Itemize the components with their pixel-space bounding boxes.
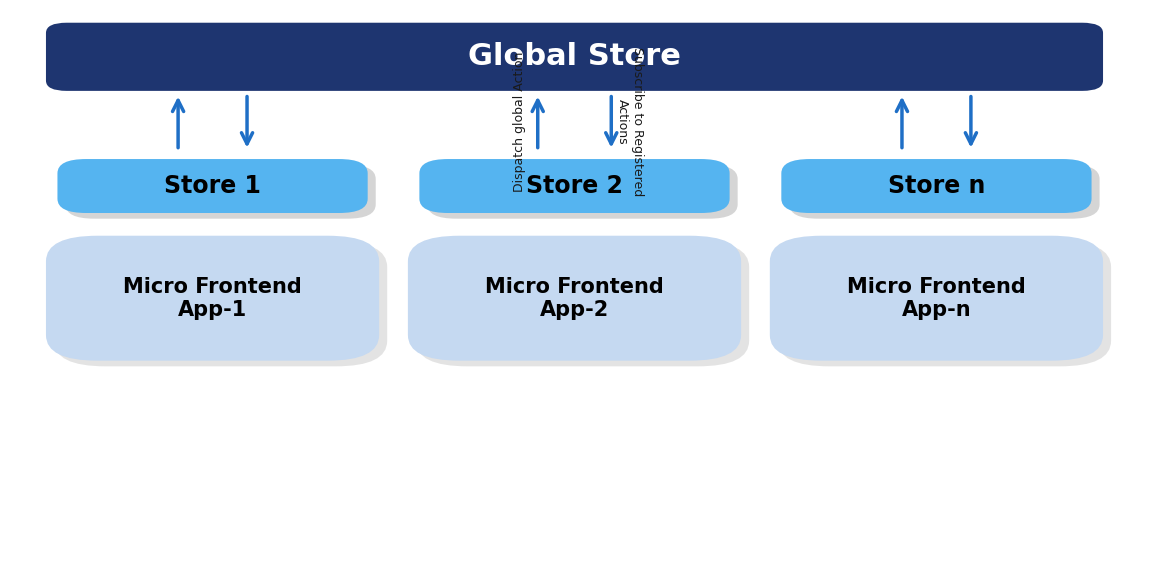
Text: Store 2: Store 2 [526,174,623,198]
FancyBboxPatch shape [778,241,1111,366]
FancyBboxPatch shape [427,165,738,219]
FancyBboxPatch shape [789,165,1100,219]
Text: Dispatch global Action: Dispatch global Action [512,52,526,193]
FancyBboxPatch shape [781,159,1092,213]
Text: Store n: Store n [888,174,985,198]
FancyBboxPatch shape [416,241,749,366]
Text: Micro Frontend
App-2: Micro Frontend App-2 [485,277,664,320]
Text: Subscribe to Registered
Actions: Subscribe to Registered Actions [616,48,643,197]
FancyBboxPatch shape [770,236,1103,361]
FancyBboxPatch shape [65,165,376,219]
Text: Global Store: Global Store [468,42,681,72]
Text: Micro Frontend
App-n: Micro Frontend App-n [847,277,1026,320]
Text: Store 1: Store 1 [164,174,261,198]
Text: Micro Frontend
App-1: Micro Frontend App-1 [123,277,302,320]
FancyBboxPatch shape [408,236,741,361]
FancyBboxPatch shape [54,241,387,366]
FancyBboxPatch shape [46,236,379,361]
FancyBboxPatch shape [46,23,1103,91]
FancyBboxPatch shape [419,159,730,213]
FancyBboxPatch shape [57,159,368,213]
